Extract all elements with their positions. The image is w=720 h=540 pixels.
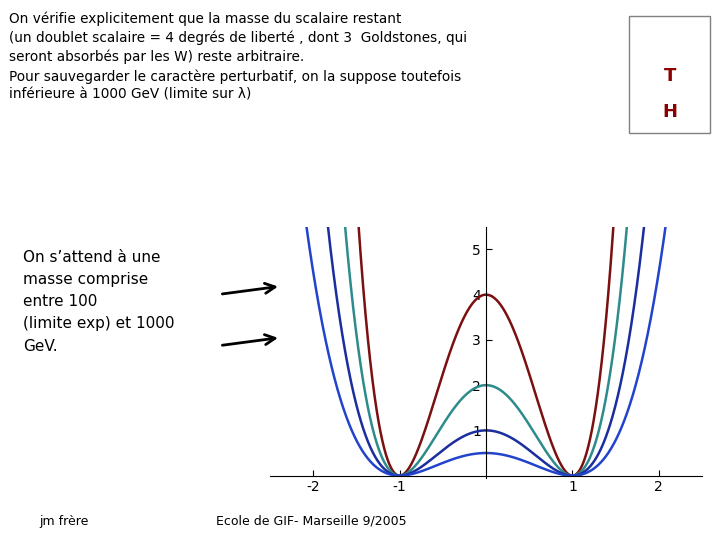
Text: H: H bbox=[662, 103, 677, 121]
Text: Ecole de GIF- Marseille 9/2005: Ecole de GIF- Marseille 9/2005 bbox=[216, 515, 407, 528]
Text: jm frère: jm frère bbox=[40, 515, 89, 528]
Text: On vérifie explicitement que la masse du scalaire restant
(un doublet scalaire =: On vérifie explicitement que la masse du… bbox=[9, 12, 467, 102]
Bar bbox=[629, 16, 710, 133]
Text: On s’attend à une
masse comprise
entre 100
(limite exp) et 1000
GeV.: On s’attend à une masse comprise entre 1… bbox=[23, 250, 175, 354]
Text: T: T bbox=[663, 67, 676, 85]
